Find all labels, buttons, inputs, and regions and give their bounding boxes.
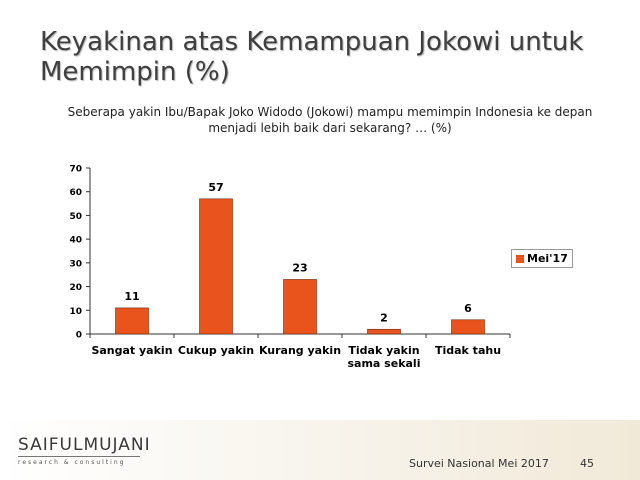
- data-label: 57: [208, 181, 223, 194]
- slide-title: Keyakinan atas Kemampuan Jokowi untuk Me…: [40, 27, 584, 87]
- y-tick-label: 60: [69, 188, 82, 198]
- bar: [199, 198, 233, 335]
- y-tick-label: 70: [69, 165, 82, 175]
- y-tick-label: 0: [76, 331, 82, 341]
- y-tick-label: 10: [69, 307, 82, 317]
- chart-legend: Mei'17: [511, 249, 573, 268]
- legend-label: Mei'17: [527, 252, 568, 265]
- data-label: 6: [464, 302, 472, 315]
- logo-tagline: research & consulting: [18, 459, 126, 466]
- x-tick-label: Tidak yakin sama sekali: [348, 344, 421, 370]
- legend-swatch: [516, 254, 524, 263]
- page-number: 45: [580, 457, 594, 470]
- bar: [115, 307, 149, 335]
- data-label: 2: [380, 311, 388, 324]
- x-tick-label: Tidak tahu: [435, 344, 501, 357]
- footer-band: [0, 420, 640, 480]
- logo-rule: [18, 456, 140, 457]
- x-tick-label: Cukup yakin: [178, 344, 254, 357]
- x-tick-label: Sangat yakin: [91, 344, 172, 357]
- data-label: 11: [124, 290, 139, 303]
- logo-wordmark: SAIFULMUJANI: [18, 435, 151, 455]
- bar: [451, 319, 485, 335]
- bar: [283, 279, 317, 335]
- x-tick-label: Kurang yakin: [259, 344, 341, 357]
- footer-survey-name: Survei Nasional Mei 2017: [409, 457, 549, 470]
- y-tick-label: 20: [69, 283, 82, 293]
- bar: [367, 328, 401, 335]
- y-tick-label: 30: [69, 259, 82, 269]
- y-tick-label: 40: [69, 236, 82, 246]
- data-label: 23: [292, 261, 307, 274]
- y-tick-label: 50: [69, 212, 82, 222]
- survey-question: Seberapa yakin Ibu/Bapak Joko Widodo (Jo…: [67, 105, 593, 135]
- company-logo: SAIFULMUJANI research & consulting: [18, 436, 151, 466]
